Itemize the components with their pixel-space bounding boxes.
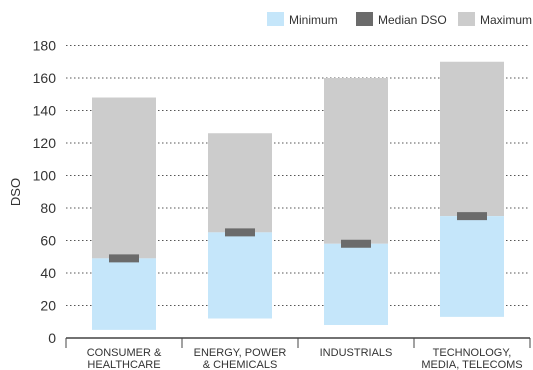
median-marker [341,239,371,248]
category-label: MEDIA, TELECOMS [421,359,522,370]
median-marker [457,212,487,221]
y-tick-label: 20 [40,298,56,314]
legend-label: Minimum [289,13,338,27]
bar-minimum [324,243,388,325]
y-tick-label: 0 [48,330,56,346]
category-label: ENERGY, POWER [194,347,287,359]
legend-swatch [458,12,475,26]
y-tick-label: 80 [40,200,56,216]
bar-maximum [92,97,156,259]
category-label: & CHEMICALS [203,359,278,370]
legend-swatch [356,12,373,26]
bar-maximum [440,61,504,217]
y-tick-label: 160 [33,70,57,86]
bar-minimum [208,232,272,319]
category-label: CONSUMER & [87,347,162,359]
y-tick-label: 60 [40,233,56,249]
bar-minimum [440,216,504,317]
bar-maximum [208,133,272,233]
y-axis-title: DSO [8,178,23,206]
y-tick-label: 120 [33,135,57,151]
y-tick-label: 100 [33,168,57,184]
legend-label: Maximum [480,13,532,27]
median-marker [109,254,139,263]
bar-minimum [92,258,156,330]
y-tick-label: 40 [40,265,56,281]
category-label: HEALTHCARE [87,359,160,370]
category-label: TECHNOLOGY, [433,347,512,359]
y-tick-label: 140 [33,103,57,119]
bar-maximum [324,78,388,244]
legend-swatch [267,12,284,26]
y-tick-label: 180 [33,38,57,54]
legend-label: Median DSO [378,13,447,27]
median-marker [225,228,255,237]
category-label: INDUSTRIALS [320,347,393,359]
